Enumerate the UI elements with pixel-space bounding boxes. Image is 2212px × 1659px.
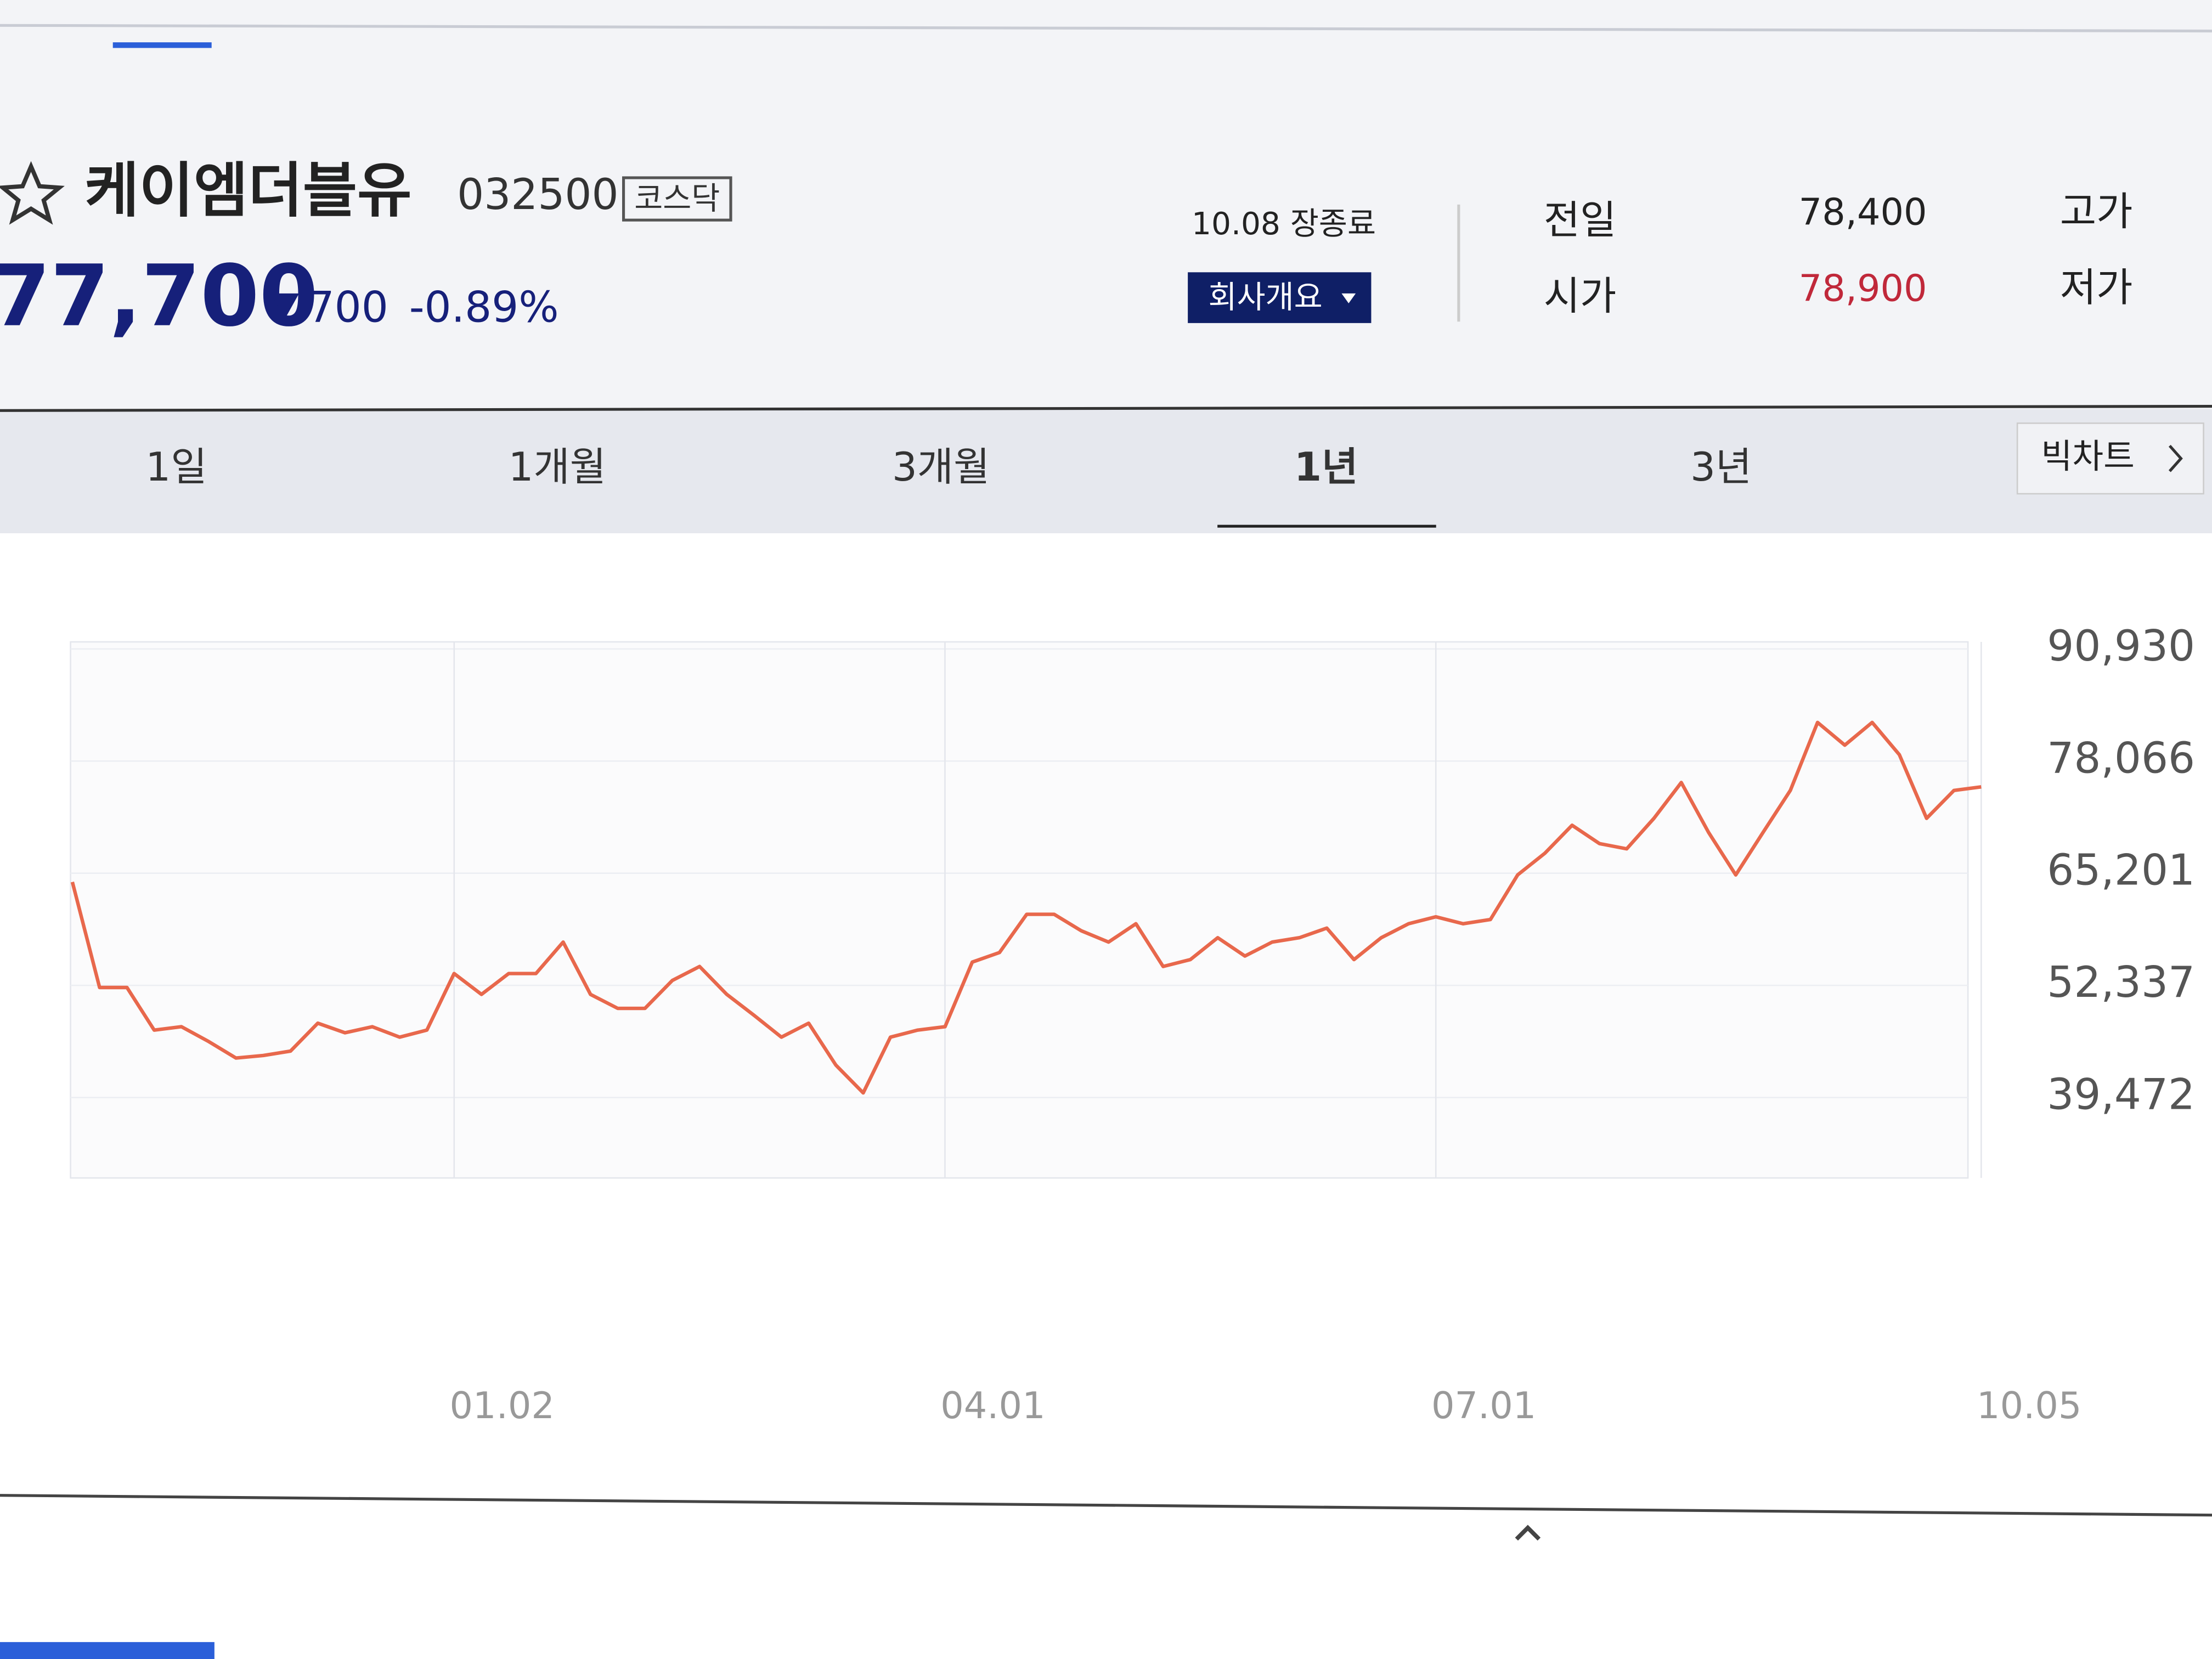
- x-tick-label: 04.01: [940, 1384, 1045, 1427]
- company-button-label[interactable]: 회사개요: [1208, 279, 1322, 315]
- chart: 39,472 52,337 65,201 78,066 90,930 01.02 04.01…: [70, 622, 2195, 1427]
- y-tick-label: 90,930: [2047, 622, 2195, 671]
- header-bg: [0, 0, 2212, 409]
- tabs: 1일 1개월 3개월 1년 3년: [145, 444, 1752, 528]
- bottom-border: [0, 1494, 2212, 1517]
- price-line: [70, 720, 1982, 1095]
- tab[interactable]: 1일: [145, 444, 207, 490]
- change: 700: [308, 283, 388, 332]
- stock-name: 케이엠더블유: [84, 157, 411, 225]
- x-tick-label: 10.05: [1977, 1384, 2081, 1427]
- chevron: [2168, 444, 2183, 472]
- tab[interactable]: 3년: [1690, 444, 1752, 490]
- down-arrow: [270, 293, 300, 319]
- market: 코스닥: [634, 180, 720, 217]
- footer-indicator: [0, 1642, 215, 1659]
- dropdown-arrow: [1341, 293, 1356, 303]
- market-badge: [622, 176, 732, 222]
- big-chart-label[interactable]: 빅차트: [2041, 437, 2135, 476]
- top-border: [0, 24, 2212, 33]
- quote-label: 시가: [1544, 273, 1616, 319]
- favorite-star[interactable]: [0, 161, 65, 225]
- collapse-caret[interactable]: [1515, 1525, 1541, 1541]
- price: 77,700: [0, 247, 318, 346]
- company-button[interactable]: [1188, 272, 1372, 323]
- y-tick-label: 39,472: [2047, 1070, 2195, 1120]
- tab-bar-border: [0, 405, 2212, 412]
- big-chart-button[interactable]: [2016, 422, 2204, 495]
- quote-label: 고가: [2060, 188, 2132, 234]
- y-tick-label: 52,337: [2047, 958, 2195, 1007]
- change-rate: -0.89%: [409, 283, 559, 332]
- quote-value: 78,900: [1799, 267, 1927, 309]
- tab-bar: [0, 409, 2212, 533]
- x-tick-label: 07.01: [1431, 1384, 1536, 1427]
- tab[interactable]: 3개월: [892, 444, 990, 490]
- stock-code: 032500: [457, 170, 618, 219]
- y-tick-label: 65,201: [2047, 846, 2195, 895]
- nav-indicator: [112, 42, 212, 48]
- quote-label: 저가: [2060, 264, 2132, 311]
- x-tick-label: 01.02: [450, 1384, 555, 1427]
- tab[interactable]: 1년: [1294, 444, 1358, 490]
- quote-label: 전일: [1544, 197, 1616, 243]
- tab[interactable]: 1개월: [509, 444, 606, 490]
- market-status: 10.08 장종료: [1192, 206, 1376, 242]
- y-tick-label: 78,066: [2047, 733, 2195, 783]
- plot-bg: [70, 641, 1969, 1179]
- quote-value: 78,400: [1799, 190, 1927, 233]
